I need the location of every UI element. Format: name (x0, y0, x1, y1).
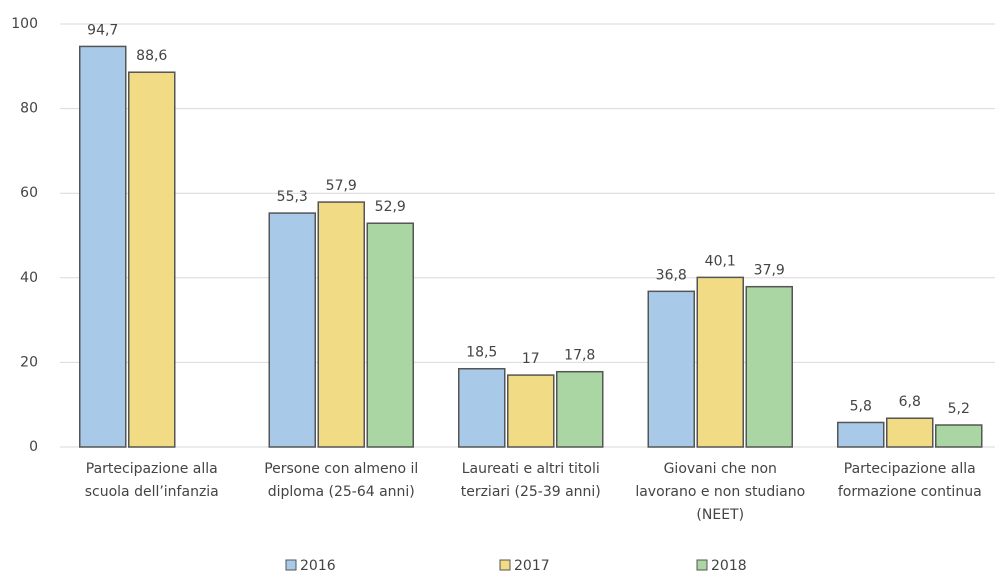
legend-swatch (285, 559, 297, 571)
value-label: 57,9 (326, 178, 357, 194)
bar (745, 285, 793, 448)
value-label: 5,8 (850, 398, 872, 414)
value-label: 17 (522, 351, 540, 367)
legend-label: 2016 (300, 558, 336, 574)
value-label: 94,7 (87, 22, 118, 38)
y-tick-label: 20 (20, 354, 38, 370)
y-tick-label: 40 (20, 270, 38, 286)
bar (556, 370, 604, 448)
value-label: 5,2 (948, 401, 970, 417)
bar (366, 222, 414, 448)
value-label: 40,1 (705, 253, 736, 269)
value-label: 36,8 (656, 267, 687, 283)
value-label: 52,9 (375, 199, 406, 215)
x-tick-label: Partecipazione alla formazione continua (837, 461, 982, 500)
legend-swatch (499, 559, 511, 571)
y-tick-label: 60 (20, 185, 38, 201)
bar (317, 201, 365, 448)
legend-swatch (696, 559, 708, 571)
bar (837, 421, 885, 448)
x-tick-label: Persone con almeno il diploma (25-64 ann… (264, 461, 419, 500)
bar (647, 290, 695, 448)
value-label: 6,8 (899, 394, 921, 410)
x-tick-label: Partecipazione alla scuola dell’infanzia (84, 461, 219, 500)
value-label: 88,6 (136, 48, 167, 64)
bar (886, 417, 934, 448)
legend-label: 2018 (711, 558, 747, 574)
bar (458, 367, 506, 448)
x-tick-label: Giovani che non lavorano e non studiano … (635, 461, 806, 523)
bar (696, 276, 744, 448)
value-label: 18,5 (466, 345, 497, 361)
value-label: 17,8 (564, 348, 595, 364)
bar (507, 374, 555, 448)
value-label: 37,9 (754, 263, 785, 279)
bar (935, 424, 983, 448)
value-label: 55,3 (277, 189, 308, 205)
x-tick-label: Laureati e altri titoli terziari (25-39 … (460, 461, 601, 500)
bar (79, 45, 127, 448)
y-tick-label: 80 (20, 101, 38, 117)
legend-label: 2017 (514, 558, 550, 574)
bar (268, 212, 316, 448)
y-tick-label: 0 (29, 439, 38, 455)
bar (128, 71, 176, 448)
y-tick-label: 100 (11, 16, 38, 32)
